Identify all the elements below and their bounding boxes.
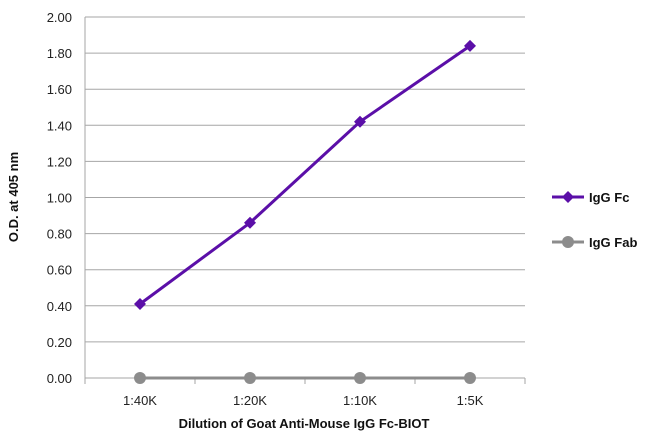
y-tick-label: 1.60 xyxy=(47,82,72,97)
data-point xyxy=(244,216,256,229)
data-point xyxy=(354,115,366,128)
x-axis-ticks: 1:40K 1:20K 1:10K 1:5K xyxy=(84,378,526,408)
y-tick-label: 0.20 xyxy=(47,335,72,350)
y-tick-label: 1.20 xyxy=(47,154,72,169)
x-tick-label: 1:20K xyxy=(233,393,267,408)
legend-item: IgG Fc xyxy=(552,190,629,205)
data-point xyxy=(134,297,146,310)
y-tick-label: 1.80 xyxy=(47,46,72,61)
legend-label: IgG Fc xyxy=(589,190,629,205)
x-tick-label: 1:5K xyxy=(457,393,484,408)
legend: IgG Fc IgG Fab xyxy=(552,190,637,250)
data-point xyxy=(464,39,476,52)
x-tick-label: 1:40K xyxy=(123,393,157,408)
legend-label: IgG Fab xyxy=(589,235,637,250)
legend-marker xyxy=(562,191,574,203)
gridlines xyxy=(85,16,525,343)
y-axis-ticks: 0.00 0.20 0.40 0.60 0.80 1.00 1.20 1.40 1.60 1.80… xyxy=(47,10,72,386)
series-line xyxy=(139,44,471,306)
data-point xyxy=(134,372,146,384)
data-point xyxy=(464,372,476,384)
legend-marker xyxy=(562,236,574,248)
y-tick-label: 1.40 xyxy=(47,118,72,133)
y-tick-label: 1.00 xyxy=(47,191,72,206)
x-axis-title: Dilution of Goat Anti-Mouse IgG Fc-BIOT xyxy=(179,416,430,431)
y-tick-label: 0.80 xyxy=(47,227,72,242)
y-tick-label: 0.60 xyxy=(47,263,72,278)
y-tick-label: 0.00 xyxy=(47,371,72,386)
series-igg-fab xyxy=(134,372,476,384)
y-axis-title: O.D. at 405 nm xyxy=(6,152,21,242)
data-point xyxy=(354,372,366,384)
data-point xyxy=(244,372,256,384)
series xyxy=(134,39,476,384)
x-tick-label: 1:10K xyxy=(343,393,377,408)
series-igg-fc xyxy=(134,39,476,310)
legend-item: IgG Fab xyxy=(552,235,637,250)
y-tick-label: 0.40 xyxy=(47,299,72,314)
y-tick-label: 2.00 xyxy=(47,10,72,25)
